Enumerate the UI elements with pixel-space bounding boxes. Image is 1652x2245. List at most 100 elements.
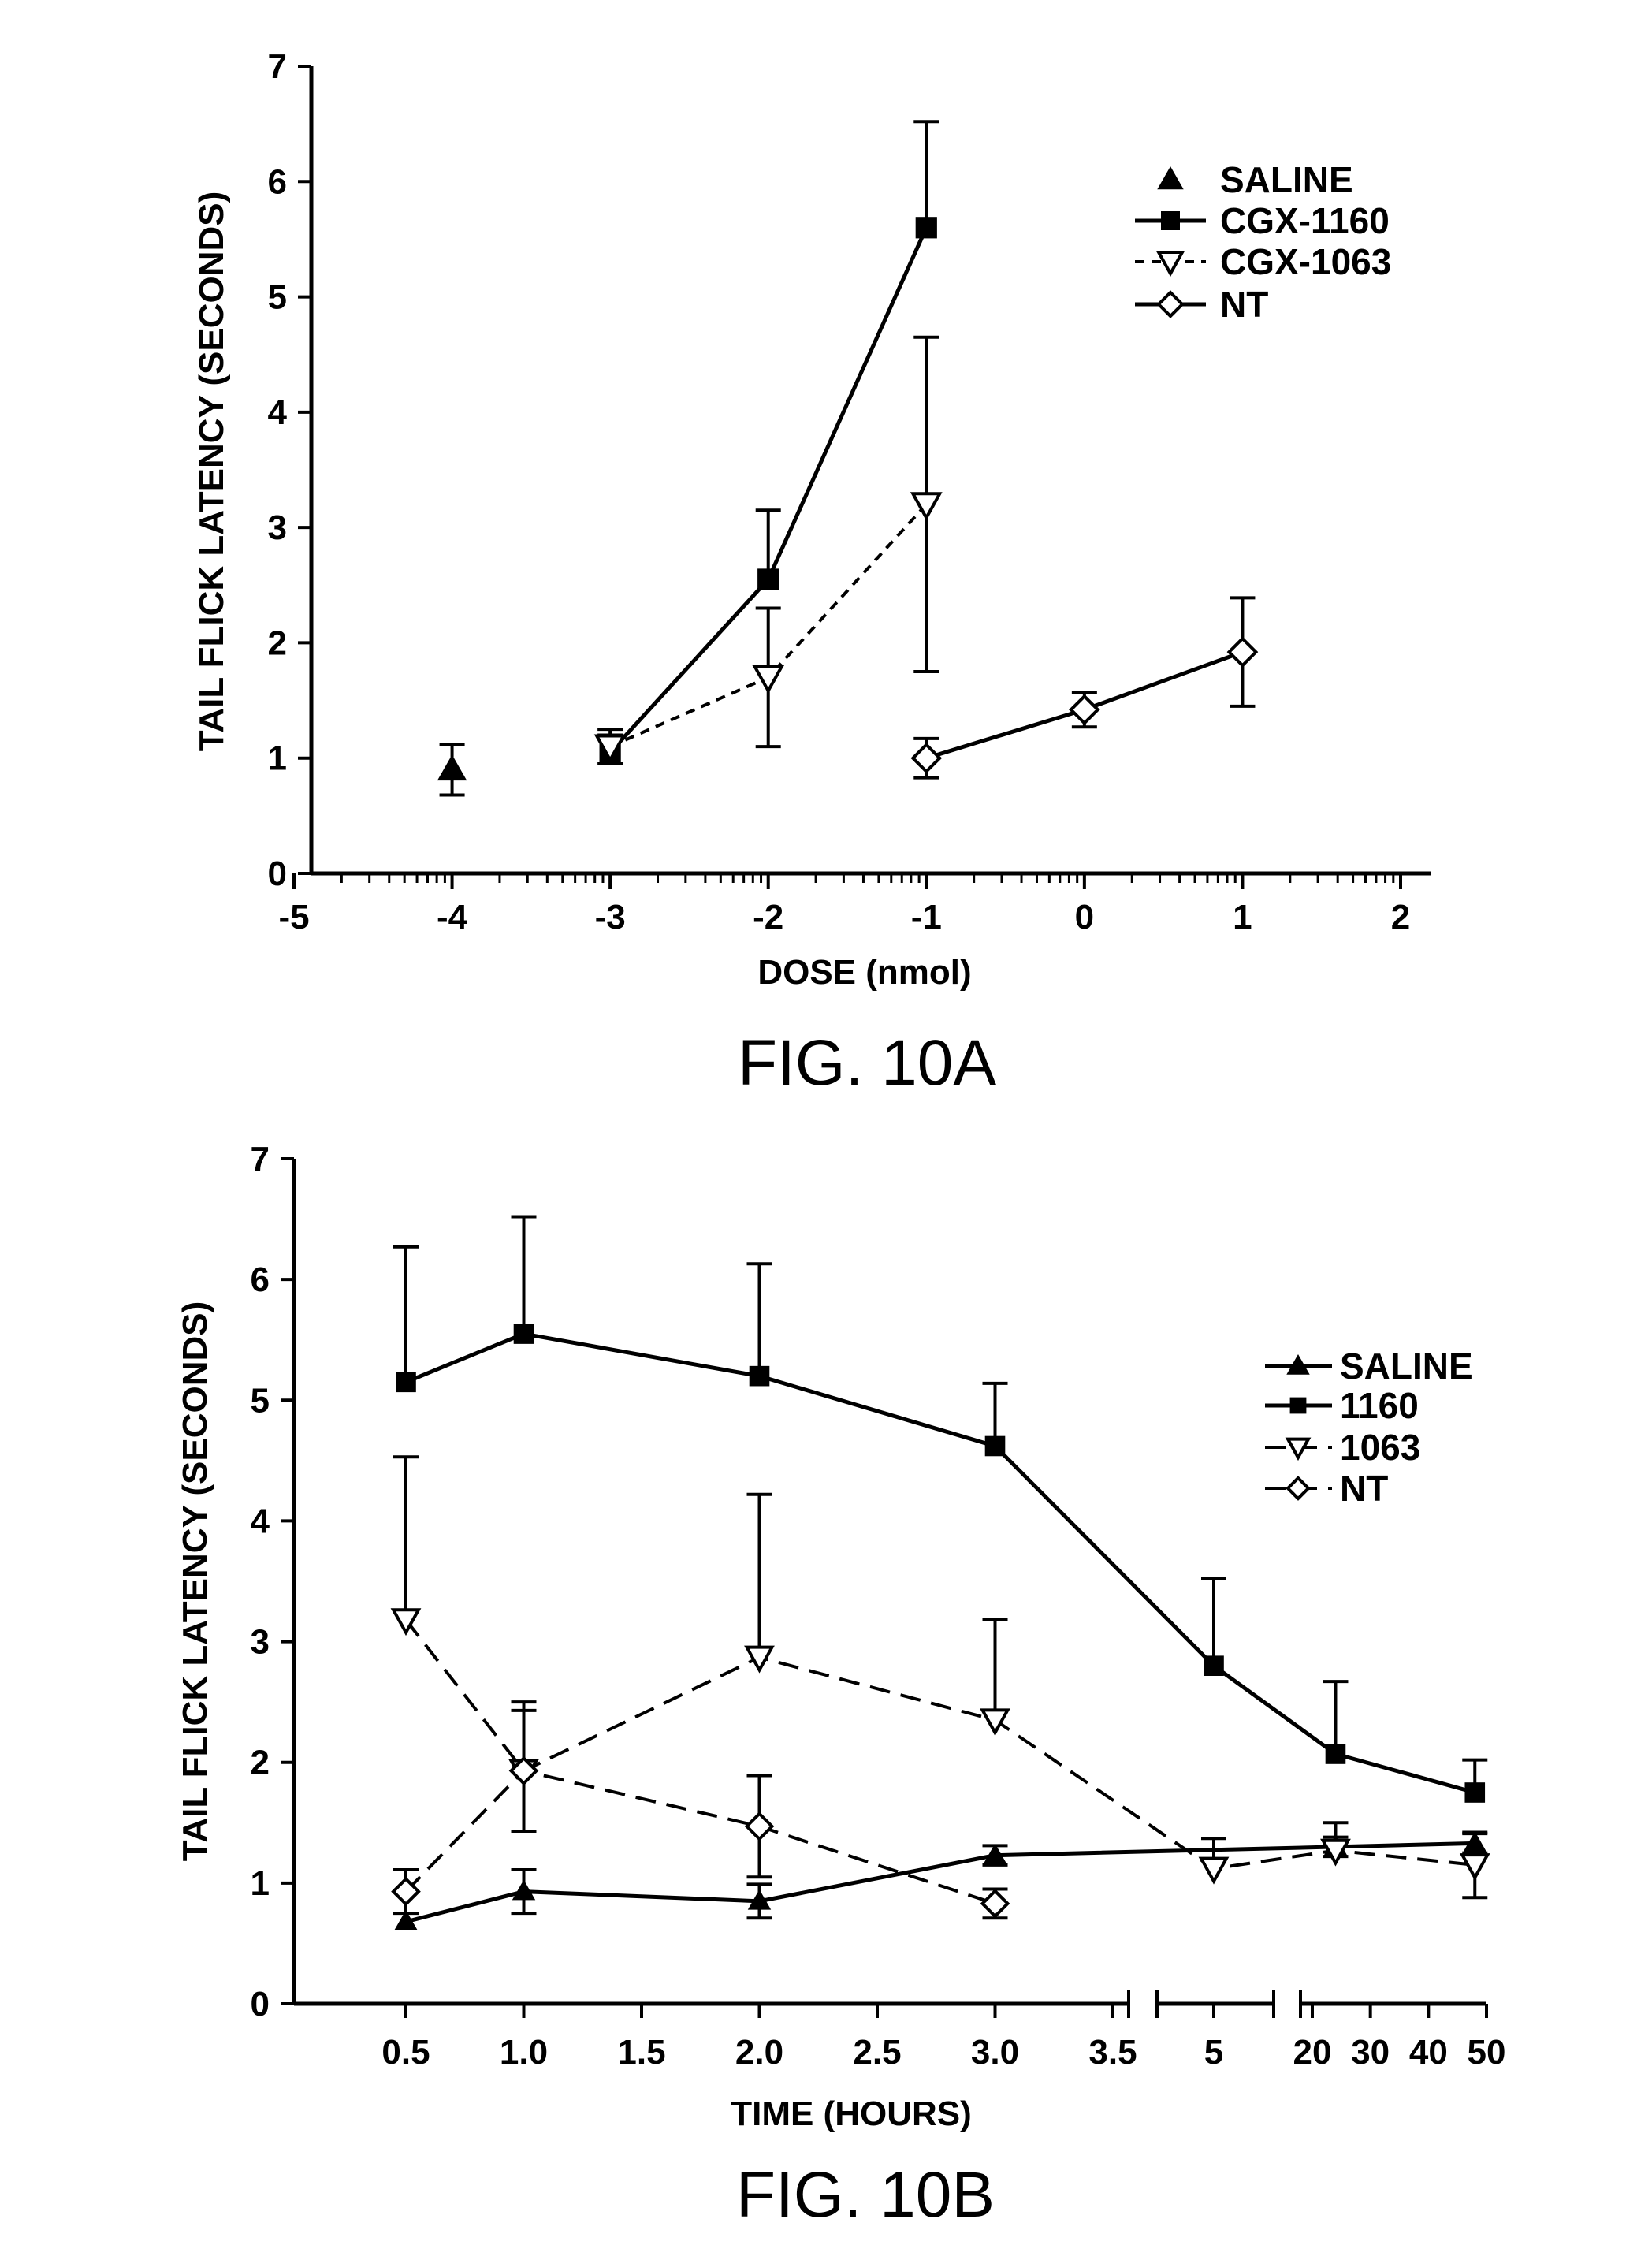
x-tick-label: 50: [1468, 2033, 1506, 2072]
legend-label: SALINE: [1220, 159, 1353, 200]
legend-label: CGX-1160: [1220, 200, 1390, 241]
y-axis-label: TAIL FLICK LATENCY (SECONDS): [192, 192, 231, 752]
legend-label: CGX-1063: [1220, 241, 1391, 282]
data-point: [1226, 636, 1259, 668]
data-point: [1204, 1655, 1224, 1676]
y-tick-label: 4: [251, 1502, 270, 1540]
series-cgx-1063: [593, 335, 943, 766]
y-tick-label: 7: [268, 47, 287, 86]
x-tick-label: 30: [1351, 2033, 1390, 2072]
series-saline: [394, 1831, 1488, 1930]
series-line: [405, 1841, 1475, 1924]
x-tick-label: 3.0: [971, 2033, 1019, 2072]
figure-caption: FIG. 10B: [736, 2159, 995, 2231]
legend-marker: [1155, 251, 1185, 277]
x-tick-label: 2: [1391, 898, 1410, 936]
y-tick-label: 2: [251, 1744, 270, 1782]
legend-marker: [1157, 166, 1184, 190]
data-point: [391, 1876, 421, 1907]
figure-caption: FIG. 10A: [738, 1027, 996, 1099]
y-axis-label: TAIL FLICK LATENCY (SECONDS): [176, 1301, 214, 1862]
series-line: [405, 1331, 1475, 1795]
y-tick-label: 4: [268, 393, 288, 432]
x-tick-label: -5: [278, 898, 309, 936]
legend-marker: [1285, 1437, 1312, 1461]
x-tick-label: 40: [1409, 2033, 1448, 2072]
x-tick-label: 5: [1204, 2033, 1223, 2072]
data-point: [749, 1365, 770, 1387]
y-tick-label: 1: [268, 739, 287, 778]
y-tick-label: 6: [268, 162, 287, 201]
data-point: [744, 1811, 775, 1841]
y-tick-label: 6: [251, 1260, 270, 1299]
legend-marker: [1286, 1353, 1310, 1375]
data-point: [396, 1372, 416, 1393]
series-nt: [910, 596, 1259, 780]
data-point: [508, 1755, 539, 1786]
series-nt: [391, 1708, 1010, 1920]
x-tick-label: 2.5: [853, 2033, 901, 2072]
data-point: [437, 754, 467, 781]
data-point: [1198, 1856, 1230, 1885]
data-point: [394, 1909, 418, 1930]
x-tick-label: 20: [1293, 2033, 1332, 2072]
data-point: [513, 1324, 534, 1344]
x-tick-label: 0: [1075, 898, 1094, 936]
data-point: [744, 1645, 775, 1674]
data-point: [757, 568, 779, 590]
data-point: [1464, 1782, 1486, 1803]
y-tick-label: 3: [251, 1623, 270, 1662]
data-point: [747, 1889, 772, 1910]
legend-marker: [1156, 290, 1185, 318]
data-point: [980, 1889, 1010, 1919]
legend-label: 1063: [1340, 1427, 1420, 1468]
data-point: [752, 665, 785, 694]
x-tick-label: 2.0: [735, 2033, 783, 2072]
y-tick-label: 0: [268, 854, 287, 893]
data-point: [1069, 694, 1100, 726]
x-tick-label: 1.0: [500, 2033, 548, 2072]
x-tick-label: -1: [911, 898, 942, 936]
data-point: [984, 1435, 1006, 1457]
x-tick-label: -2: [753, 898, 783, 936]
series-saline: [437, 743, 467, 797]
data-point: [910, 492, 943, 522]
x-tick-label: 3.5: [1088, 2033, 1137, 2072]
legend-marker: [1286, 1476, 1311, 1501]
data-point: [593, 734, 627, 764]
y-tick-label: 7: [251, 1140, 270, 1178]
data-point: [1320, 1838, 1351, 1867]
data-point: [980, 1708, 1010, 1737]
legend-marker: [1289, 1397, 1307, 1414]
series-1063: [390, 1455, 1490, 1900]
data-point: [512, 1879, 536, 1901]
y-tick-label: 1: [251, 1864, 270, 1903]
x-tick-label: 1: [1233, 898, 1252, 936]
legend-label: NT: [1340, 1468, 1388, 1509]
legend-label: 1160: [1340, 1385, 1419, 1426]
x-tick-label: -3: [595, 898, 626, 936]
series-cgx-1160: [597, 120, 939, 763]
data-point: [1459, 1853, 1490, 1882]
x-tick-label: 0.5: [381, 2033, 430, 2072]
x-tick-label: 1.5: [617, 2033, 665, 2072]
data-point: [983, 1843, 1007, 1864]
data-point: [390, 1608, 422, 1636]
series-1160: [393, 1215, 1488, 1803]
legend-label: NT: [1220, 284, 1268, 325]
legend-marker: [1161, 211, 1180, 230]
y-tick-label: 0: [251, 1985, 270, 2023]
series-line: [404, 1618, 1475, 1871]
x-tick-label: -4: [437, 898, 468, 936]
data-point: [910, 742, 943, 774]
chart-10b: 0 1 2 3 4 5 6 7 0.5 1.0 1.5 2.0 2.5 3.0 3.5 5 20 30 40 50 TI…: [176, 1140, 1505, 2231]
x-axis-label: TIME (HOURS): [731, 2094, 972, 2133]
chart-10a: 0 1 2 3 4 5 6 7 -5 -4 -3 -2 -1 0 1 2 DOSE (nmol) TAIL FLI…: [192, 47, 1431, 1099]
y-tick-label: 2: [268, 624, 287, 662]
series-line: [404, 1769, 996, 1905]
data-point: [1325, 1744, 1346, 1764]
y-tick-label: 3: [268, 508, 287, 547]
